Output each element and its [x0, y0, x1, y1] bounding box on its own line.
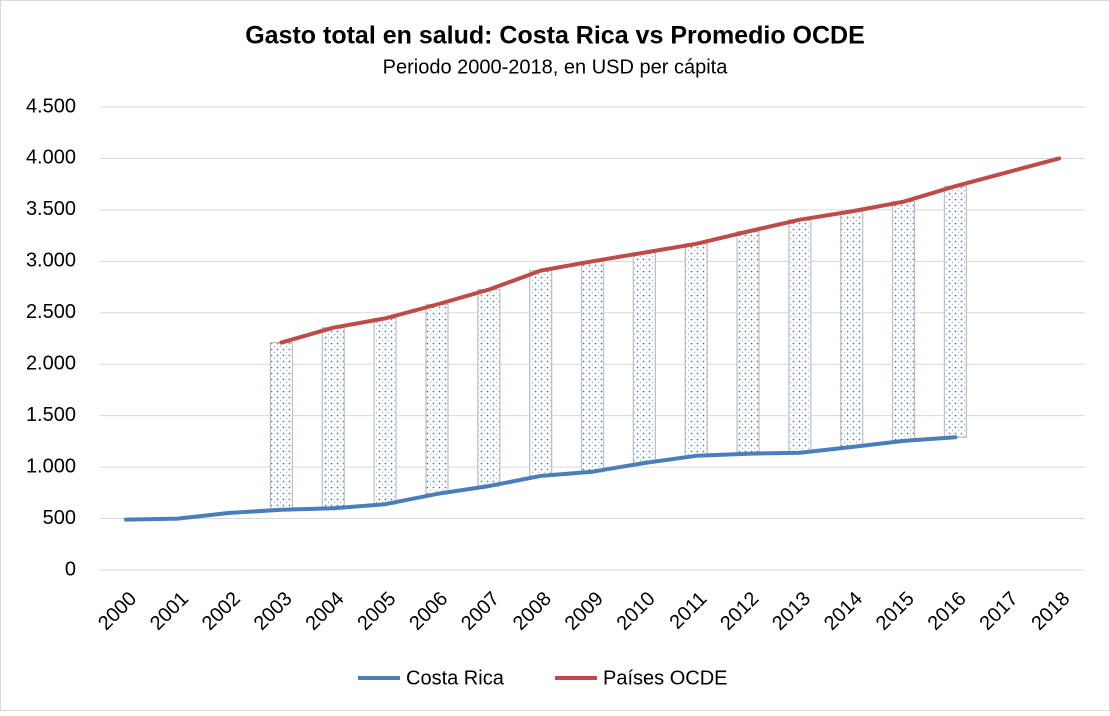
y-tick-label: 0	[65, 558, 76, 580]
high-low-bar	[529, 269, 553, 477]
high-low-bar	[477, 289, 501, 487]
chart-title: Gasto total en salud: Costa Rica vs Prom…	[245, 22, 865, 50]
high-low-bar	[269, 342, 294, 511]
high-low-bar	[580, 260, 605, 473]
y-tick-label: 1.000	[26, 455, 76, 477]
high-low-bar	[373, 317, 397, 505]
high-low-bar	[891, 201, 916, 442]
high-low-bar	[684, 243, 708, 457]
y-tick-label: 3.500	[26, 198, 76, 220]
high-low-bar	[632, 251, 656, 464]
series-line	[123, 435, 958, 522]
legend-label: Países OCDE	[603, 667, 727, 689]
high-low-bar	[321, 327, 345, 509]
y-tick-label: 4.500	[26, 95, 76, 117]
high-low-bar	[943, 185, 967, 438]
chart-subtitle: Periodo 2000-2018, en USD per cápita	[383, 56, 729, 78]
high-low-bar	[788, 219, 812, 454]
high-low-bar	[425, 303, 449, 495]
legend-label: Costa Rica	[406, 667, 505, 689]
y-tick-label: 3.000	[26, 250, 76, 272]
y-tick-label: 1.500	[26, 404, 76, 426]
y-tick-label: 500	[43, 507, 76, 529]
y-tick-label: 2.500	[26, 301, 76, 323]
y-tick-label: 2.000	[26, 353, 76, 375]
series-line	[279, 156, 1062, 345]
high-low-bar	[840, 210, 864, 448]
high-low-bar	[736, 230, 760, 455]
y-tick-label: 4.000	[26, 147, 76, 169]
